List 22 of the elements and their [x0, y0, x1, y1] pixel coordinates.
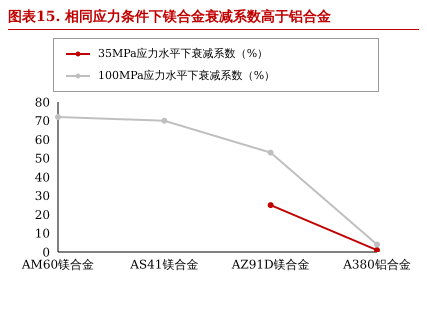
- y-tick-label: 50: [34, 152, 50, 166]
- y-tick-label: 0: [42, 245, 50, 260]
- x-tick-label: AM60镁合金: [20, 258, 94, 272]
- point: [268, 150, 274, 156]
- y-tick-label: 30: [34, 189, 50, 204]
- x-tick-label: AZ91D镁合金: [230, 258, 310, 272]
- y-tick-label: 70: [34, 114, 50, 128]
- y-tick-label: 80: [34, 95, 50, 110]
- point: [161, 118, 168, 124]
- point: [374, 242, 380, 248]
- point: [268, 202, 274, 208]
- y-tick-label: 40: [34, 170, 50, 184]
- x-tick-label: AS41镁合金: [129, 258, 198, 272]
- y-tick-label: 20: [34, 208, 50, 222]
- y-tick-label: 60: [34, 132, 50, 147]
- point: [374, 247, 380, 252]
- legend-label: 100MPa应力水平下衰减系数（%）: [98, 68, 276, 84]
- x-tick-label: A380铝合金: [342, 258, 411, 272]
- y-tick-label: 10: [34, 226, 50, 241]
- chart-title: 图表15. 相同应力条件下镁合金衰减系数高于铝合金: [8, 8, 419, 30]
- legend-label: 35MPa应力水平下衰减系数（%）: [98, 46, 268, 62]
- point: [55, 114, 61, 120]
